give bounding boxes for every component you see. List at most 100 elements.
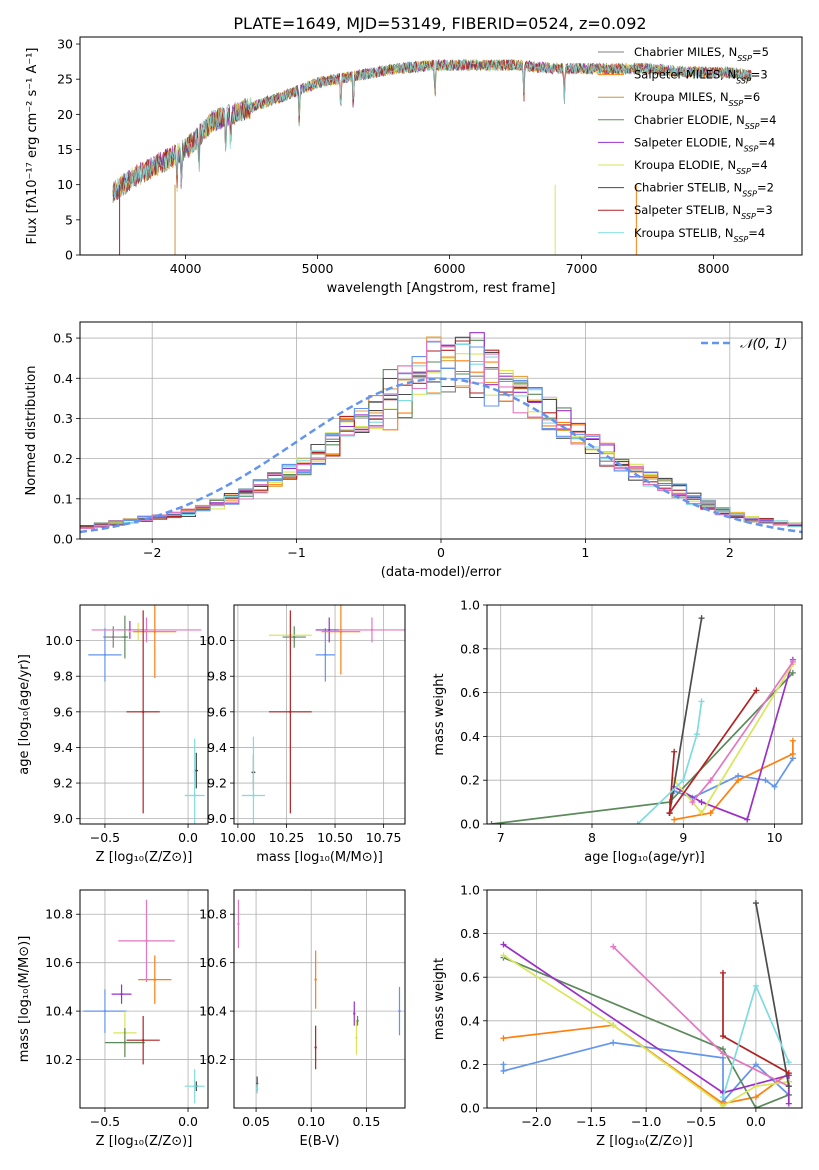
- x-axis-label: Z [log₁₀(Z/Z⊙)]: [96, 850, 193, 865]
- weight-marker: [719, 1050, 726, 1057]
- data-point: [193, 794, 196, 797]
- chart-residuals: −2 −1 0 1 2 0.0 0.1 0.2 0.3 0.4 0.5 (data-model)/er…: [24, 321, 803, 580]
- x-tick-label: 8000: [698, 261, 730, 276]
- axes-frame: [79, 321, 803, 540]
- data-point: [145, 939, 148, 943]
- weight-marker: [789, 658, 796, 665]
- x-tick-label: 0.0: [746, 1114, 766, 1129]
- data-point: [123, 1041, 127, 1044]
- data-point: [255, 1087, 259, 1090]
- y-tick-label: 10.8: [45, 907, 73, 922]
- spectrum-line: [112, 59, 752, 198]
- weight-marker: [488, 821, 495, 824]
- weight-line: [755, 902, 790, 1087]
- weight-marker: [719, 1094, 726, 1101]
- y-tick-label: 9.2: [207, 776, 227, 791]
- weight-marker: [789, 669, 796, 676]
- weight-marker: [698, 698, 705, 705]
- weight-marker: [752, 1061, 759, 1068]
- x-tick-label: 6000: [434, 261, 466, 276]
- y-tick-label: 0.0: [460, 1101, 480, 1116]
- axes-frame: [486, 604, 803, 825]
- legend-subscript: SSP: [744, 144, 759, 153]
- weight-marker: [671, 816, 678, 823]
- data-point: [314, 1046, 317, 1049]
- legend-label-rest: =4: [760, 113, 777, 127]
- x-tick-label: 0: [437, 545, 445, 560]
- weight-marker: [500, 1061, 507, 1068]
- legend-label-rest: =3: [751, 68, 768, 82]
- x-tick-label: 2: [726, 545, 734, 560]
- y-tick-label: 9.6: [53, 704, 73, 719]
- legend-subscript: SSP: [741, 212, 756, 221]
- y-tick-label: 0.1: [53, 491, 73, 506]
- legend-label-rest: =6: [743, 90, 760, 104]
- x-tick-label: 7000: [566, 261, 598, 276]
- weight-marker: [771, 783, 778, 790]
- axes-frame: [233, 604, 406, 825]
- weight-marker: [752, 1105, 759, 1108]
- weight-marker: [785, 1083, 792, 1090]
- data-point: [355, 1036, 358, 1039]
- legend-subscript: SSP: [734, 234, 749, 243]
- y-tick-label: 25: [57, 72, 73, 87]
- legend-label: 𝒩(0, 1): [740, 337, 787, 352]
- x-tick-label: 10.50: [317, 830, 353, 845]
- y-tick-label: 0.4: [53, 371, 73, 386]
- weight-marker: [666, 810, 673, 817]
- weight-marker: [500, 952, 507, 959]
- x-tick-label: −0.5: [90, 1114, 120, 1129]
- y-tick-label: 0.2: [53, 451, 73, 466]
- weight-marker: [719, 969, 726, 976]
- weight-marker: [698, 799, 705, 806]
- data-point: [339, 630, 343, 633]
- y-tick-label: 10.4: [45, 1004, 73, 1019]
- x-axis-label: (data-model)/error: [381, 565, 502, 580]
- y-tick-label: 9.4: [207, 740, 227, 755]
- data-point: [193, 1085, 196, 1088]
- x-tick-label: 10.25: [269, 830, 305, 845]
- legend-label: Kroupa MILES, NSSP=6: [634, 90, 760, 108]
- x-tick-label: 4000: [170, 261, 202, 276]
- weight-marker: [752, 1094, 759, 1101]
- y-tick-label: 0.6: [460, 970, 480, 985]
- data-point: [289, 710, 292, 714]
- y-tick-label: 0.0: [53, 532, 73, 547]
- weight-marker: [762, 777, 769, 784]
- y-tick-label: 0.6: [460, 685, 480, 700]
- data-point: [324, 653, 327, 657]
- histogram-step: [80, 341, 802, 528]
- y-tick-label: 0: [65, 248, 73, 263]
- weight-marker: [752, 1083, 759, 1090]
- x-tick-label: 0.0: [178, 1114, 198, 1129]
- data-point: [314, 978, 317, 981]
- y-axis-label: mass [log₁₀(M/M⊙)]: [17, 936, 32, 1063]
- x-axis-label: age [log₁₀(age/yr)]: [584, 850, 705, 865]
- y-tick-label: 0.2: [460, 773, 480, 788]
- plot-area: [80, 605, 208, 824]
- data-point: [141, 1038, 145, 1042]
- weight-marker: [719, 1033, 726, 1040]
- y-tick-label: 9.0: [53, 811, 73, 826]
- legend-label: Salpeter MILES, NSSP=3: [634, 68, 768, 86]
- weight-marker: [752, 900, 759, 907]
- chart-mass-vs-EBV: 0.05 0.10 0.15 10.2 10.4 10.6 10.8 E(B-V): [199, 889, 406, 1149]
- normal-curve: [80, 377, 802, 534]
- x-tick-label: 0.05: [242, 1114, 270, 1129]
- weight-marker: [753, 687, 760, 694]
- data-point: [153, 630, 157, 633]
- y-tick-label: 10.6: [45, 955, 73, 970]
- weight-marker: [707, 777, 714, 784]
- legend-subscript: SSP: [736, 76, 751, 85]
- chart-weight-vs-Z: −2.0 −1.5 −1.0 −0.5 0.0 0.0 0.2 0.4 0.6 0.8 1.0 Z […: [432, 883, 803, 1149]
- legend-label-rest: =5: [752, 45, 769, 59]
- x-axis-label: Z [log₁₀(Z/Z⊙)]: [96, 1134, 193, 1149]
- y-tick-label: 10.0: [45, 633, 73, 648]
- axes-frame: [79, 36, 803, 256]
- x-tick-label: −1.0: [631, 1114, 661, 1129]
- plot-area: [234, 605, 405, 824]
- data-point: [237, 922, 240, 926]
- y-tick-label: 0.2: [460, 1057, 480, 1072]
- x-tick-label: 0.15: [352, 1114, 380, 1129]
- weight-line: [668, 617, 703, 814]
